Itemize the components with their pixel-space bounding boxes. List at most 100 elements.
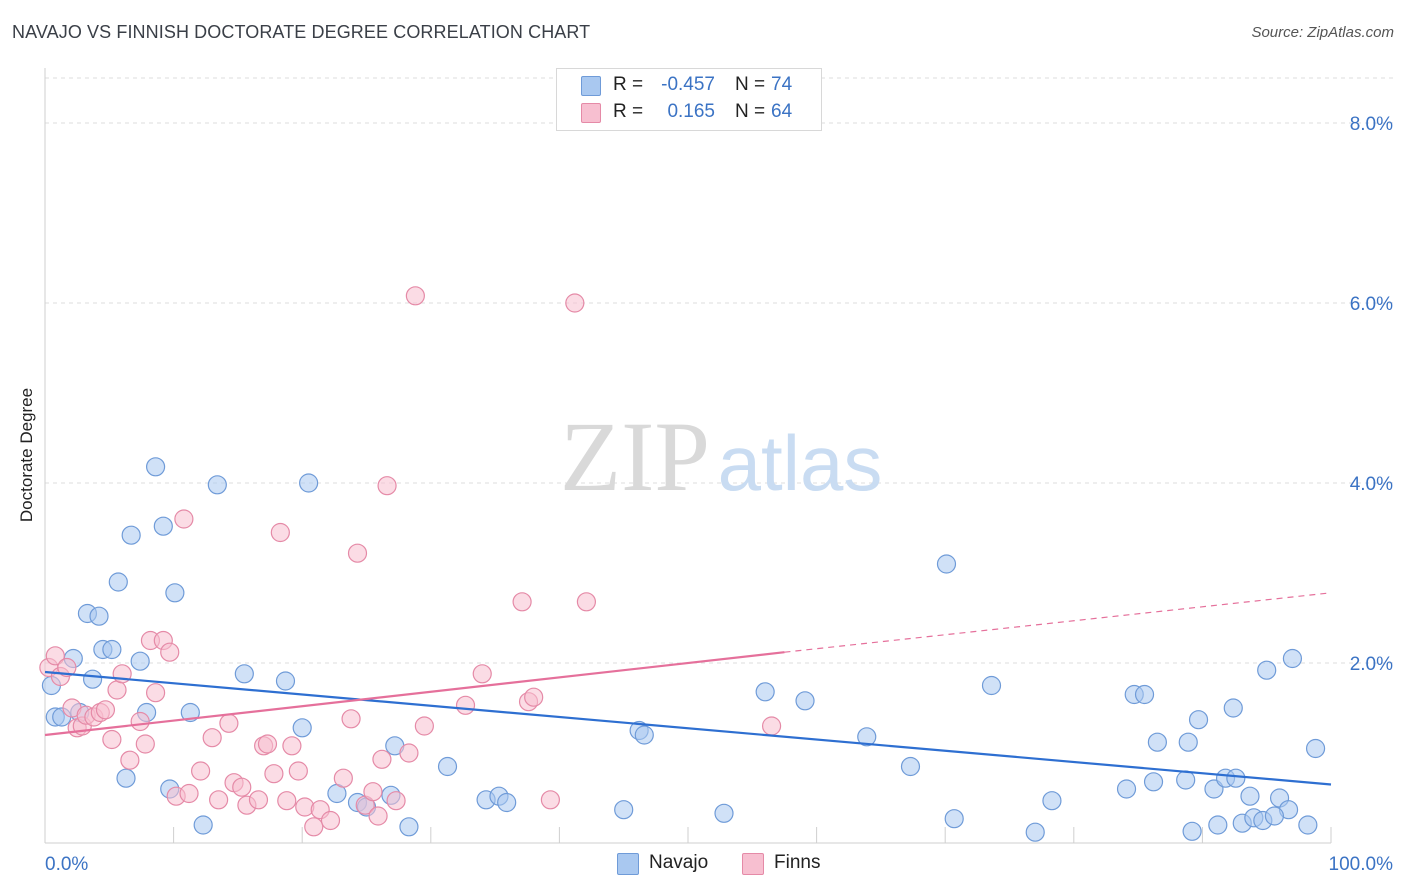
navajo-point	[145, 457, 166, 477]
navajo-point	[1176, 770, 1196, 790]
finns-point	[414, 716, 434, 736]
navajo-point	[89, 606, 109, 626]
y-tick-label: 4.0%	[1350, 474, 1393, 495]
navajo-trend-line	[44, 670, 1332, 786]
navajo-point	[82, 669, 103, 689]
finns-point	[540, 790, 560, 810]
navajo-point	[102, 639, 122, 660]
navajo-point	[234, 664, 254, 684]
finns-trend-extension	[784, 592, 1332, 653]
y-tick-label: 2.0%	[1350, 654, 1393, 675]
finns-point	[248, 790, 269, 810]
finns-point	[576, 592, 597, 612]
navajo-point	[180, 702, 200, 723]
source-credit: Source: ZipAtlas.com	[1251, 24, 1394, 41]
navajo-point	[1208, 815, 1228, 835]
navajo-point	[1134, 684, 1155, 705]
navajo-point	[275, 671, 296, 691]
navajo-swatch	[581, 76, 601, 96]
navajo-point	[795, 691, 815, 711]
navajo-point	[1182, 821, 1202, 841]
finns-point	[333, 768, 353, 788]
finns-trend-line	[44, 651, 785, 737]
finns-point	[95, 700, 116, 720]
finns-point	[277, 791, 297, 811]
finns-point	[264, 764, 284, 784]
x-tick-label: 0.0%	[45, 854, 88, 875]
finns-point	[405, 286, 425, 306]
legend-label: Navajo	[649, 852, 709, 873]
navajo-point	[634, 725, 654, 745]
finns-point	[174, 509, 194, 529]
n-label: N =	[735, 101, 766, 122]
finns-point	[257, 734, 278, 754]
chart-title: NAVAJO VS FINNISH DOCTORATE DEGREE CORRE…	[12, 22, 591, 42]
finns-point	[120, 750, 140, 770]
finns-point	[179, 783, 199, 804]
finns-point	[341, 709, 361, 729]
finns-point	[372, 749, 392, 769]
r-label: R =	[613, 101, 644, 122]
finns-point	[347, 543, 368, 563]
finns-swatch	[581, 103, 601, 123]
trend-lines	[44, 592, 1332, 786]
navajo-point	[1025, 822, 1045, 842]
navajo-point	[1305, 738, 1326, 759]
finns-point	[130, 711, 150, 732]
finns-point	[399, 743, 419, 763]
finns-point	[363, 782, 383, 802]
navajo-point	[108, 572, 128, 592]
legend-label: Finns	[774, 852, 821, 873]
navajo-point	[1282, 648, 1303, 669]
n-label: N =	[735, 74, 766, 95]
navajo-point	[1188, 710, 1209, 730]
n-value: 74	[771, 74, 793, 95]
finns-point	[472, 664, 492, 684]
navajo-point	[1223, 698, 1243, 718]
x-tick-label: 100.0%	[1329, 854, 1394, 875]
finns-point	[191, 761, 211, 781]
n-value: 64	[771, 101, 793, 122]
finns-point	[524, 687, 544, 707]
navajo-point	[1147, 732, 1167, 752]
finns-point	[160, 642, 180, 662]
finns-point	[282, 736, 302, 756]
r-label: R =	[613, 74, 644, 95]
navajo-point	[614, 800, 634, 820]
r-value: -0.457	[661, 74, 715, 95]
finns-point	[320, 810, 341, 831]
finns-point	[304, 817, 324, 837]
navajo-point	[936, 554, 957, 574]
navajo-point	[714, 803, 734, 823]
navajo-point	[1257, 660, 1277, 680]
navajo-point	[153, 516, 173, 536]
watermark: ZIP atlas	[560, 401, 882, 512]
tick-labels: 2.0% 4.0% 6.0% 8.0% 0.0% 100.0%	[45, 114, 1393, 875]
finns-point	[107, 680, 127, 700]
navajo-point	[1042, 791, 1062, 811]
watermark-atlas: atlas	[718, 419, 883, 507]
finns-point	[209, 790, 229, 810]
navajo-point	[165, 583, 185, 603]
finns-point	[512, 592, 532, 612]
finns-swatch	[742, 853, 764, 875]
navajo-point	[981, 675, 1002, 696]
finns-point	[288, 761, 308, 781]
navajo-point	[193, 815, 213, 835]
finns-point	[761, 716, 782, 736]
navajo-point	[1298, 815, 1318, 835]
finns-point	[102, 729, 122, 750]
finns-point	[377, 476, 397, 496]
finns-point	[202, 728, 222, 748]
finns-point	[145, 683, 166, 703]
navajo-point	[1264, 806, 1285, 826]
navajo-point	[1143, 772, 1164, 792]
navajo-point	[497, 792, 517, 813]
finns-point	[219, 713, 239, 733]
navajo-point	[1178, 732, 1198, 752]
navajo-point	[1240, 786, 1260, 806]
stats-legend: R = -0.457 N = 74 R = 0.165 N = 64	[556, 68, 822, 131]
navajo-point	[857, 727, 877, 747]
gridlines	[45, 77, 1393, 664]
